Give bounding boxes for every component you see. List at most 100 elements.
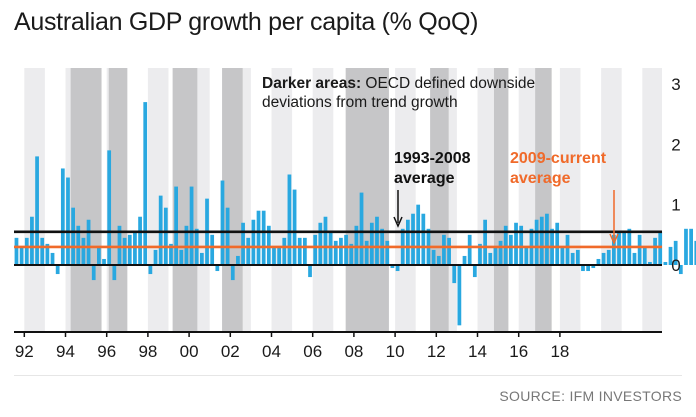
x-tick-label: 00 <box>180 342 199 361</box>
year-stripe <box>147 68 169 332</box>
y-tick-label: 2 <box>671 135 680 154</box>
data-bar <box>457 265 462 326</box>
data-bar <box>565 234 570 265</box>
data-bar <box>369 222 374 265</box>
data-bar <box>282 237 287 265</box>
x-tick-label: 16 <box>509 342 528 361</box>
data-bar <box>66 177 70 265</box>
data-bar <box>539 216 544 265</box>
data-bar <box>632 252 637 265</box>
data-bar <box>436 255 441 265</box>
data-bar <box>45 243 50 265</box>
data-bar <box>35 156 39 265</box>
data-bar <box>210 234 215 265</box>
data-bar <box>653 237 657 265</box>
x-tick-label: 02 <box>221 342 240 361</box>
data-bar <box>189 186 194 265</box>
downside-band <box>493 68 509 332</box>
avg-old-arrow <box>393 190 403 228</box>
data-bar <box>112 265 117 281</box>
data-bar <box>416 204 421 265</box>
data-bar <box>91 265 96 281</box>
year-stripe <box>559 68 581 332</box>
data-bar <box>514 222 518 265</box>
avg-old-label-2: average <box>394 170 455 187</box>
data-bar <box>163 207 168 265</box>
x-tick-label: 12 <box>427 342 446 361</box>
data-bar <box>60 168 65 265</box>
data-bar <box>174 186 178 265</box>
data-bar <box>678 265 683 275</box>
data-bar <box>555 222 560 265</box>
darker-areas-text: OECD defined downside <box>361 75 535 92</box>
data-bar <box>612 234 616 265</box>
data-bar <box>359 192 364 265</box>
data-bar <box>230 265 235 281</box>
data-bar <box>236 255 240 265</box>
bars-layer <box>14 102 696 326</box>
data-bar <box>102 258 106 265</box>
data-bar <box>251 219 256 265</box>
data-bar <box>344 234 348 265</box>
darker-areas-bold: Darker areas: <box>262 75 361 92</box>
data-bar <box>658 231 663 265</box>
x-tick-label: 18 <box>550 342 569 361</box>
chart-title: Australian GDP growth per capita (% QoQ) <box>14 8 479 36</box>
data-bar <box>648 261 652 265</box>
data-bar <box>524 246 529 265</box>
data-bar <box>24 237 29 265</box>
data-bar <box>406 219 410 265</box>
data-bar <box>395 265 400 272</box>
data-bar <box>503 225 508 265</box>
avg-new-arrow <box>609 190 619 245</box>
data-bar <box>364 240 369 265</box>
data-bar <box>138 216 142 265</box>
data-bar <box>663 261 668 265</box>
darker-areas-note: Darker areas: OECD defined downside <box>262 75 535 92</box>
avg-new-label-1: 2009-current <box>510 150 607 167</box>
data-bar <box>266 225 271 265</box>
downside-band <box>535 68 552 332</box>
data-bar <box>637 234 642 265</box>
data-bar <box>241 222 245 265</box>
data-bar <box>519 225 524 265</box>
data-bar <box>622 231 627 265</box>
data-bar <box>323 216 328 265</box>
data-bar <box>246 237 251 265</box>
data-bar <box>575 249 580 265</box>
data-bar <box>261 210 266 265</box>
data-bar <box>292 189 297 265</box>
data-bar <box>169 243 173 265</box>
x-tick-label: 14 <box>468 342 487 361</box>
data-bar <box>534 219 539 265</box>
data-bar <box>256 210 261 265</box>
data-bar <box>179 249 184 265</box>
data-bar <box>19 246 24 265</box>
x-tick-label: 92 <box>15 342 34 361</box>
source-note: SOURCE: IFM INVESTORS <box>499 388 682 404</box>
data-bar <box>153 249 158 265</box>
data-bar <box>467 234 472 265</box>
data-bar <box>483 219 487 265</box>
data-bar <box>107 150 112 265</box>
data-bar <box>642 246 647 265</box>
data-bar <box>421 213 426 265</box>
data-bar <box>431 249 436 265</box>
data-bar <box>601 252 606 265</box>
data-bar <box>297 237 302 265</box>
year-stripe <box>24 68 45 332</box>
data-bar <box>220 180 225 265</box>
year-stripe <box>642 68 662 332</box>
data-bar <box>71 207 75 265</box>
data-bar <box>586 265 590 272</box>
data-bar <box>545 213 549 265</box>
data-bar <box>581 265 585 272</box>
data-bar <box>148 265 153 275</box>
data-bar <box>442 234 446 265</box>
data-bar <box>689 228 693 265</box>
data-bar <box>493 246 498 265</box>
data-bar <box>498 240 503 265</box>
data-bar <box>673 240 678 265</box>
